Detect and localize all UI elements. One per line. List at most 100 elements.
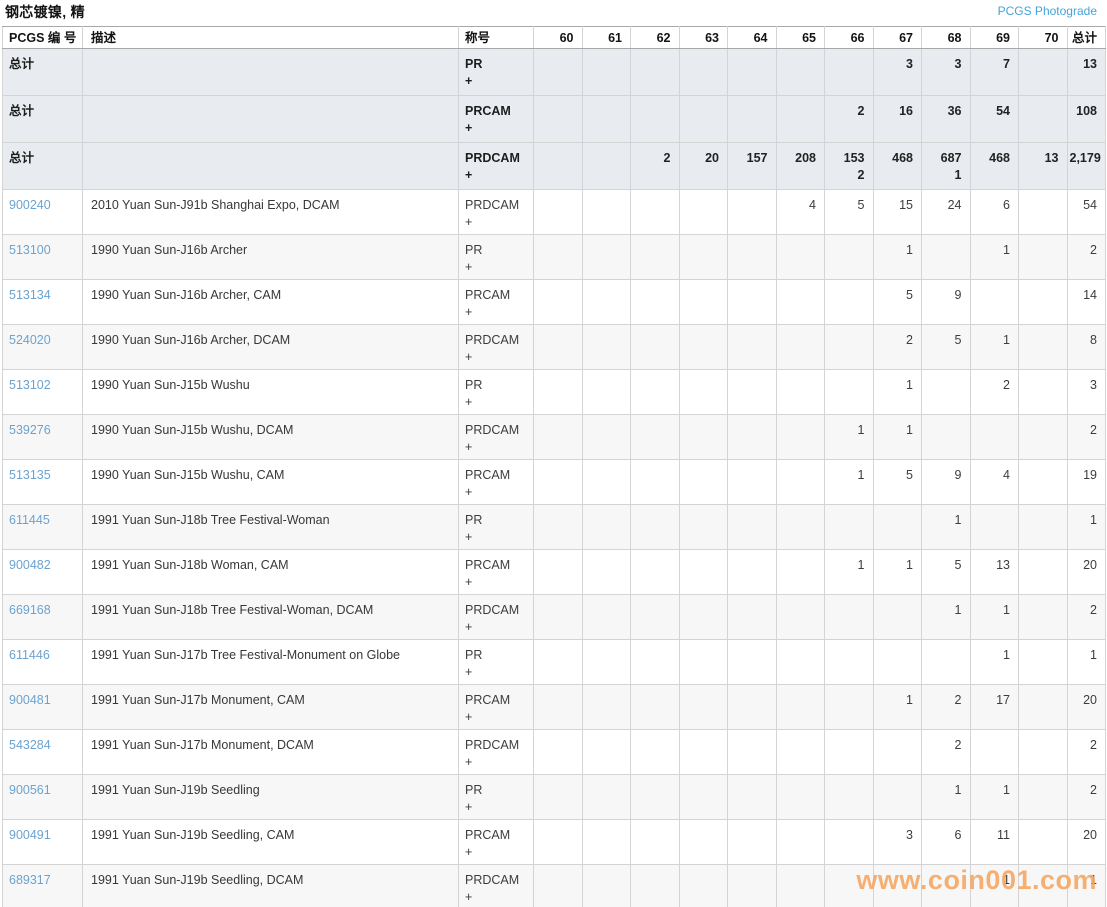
grade-69-cell: 6 bbox=[969, 189, 1019, 235]
designation-cell: PRCAM + bbox=[458, 459, 534, 505]
grade-65-cell bbox=[775, 819, 825, 865]
pcgs-number-link[interactable]: 900481 bbox=[9, 693, 51, 707]
grade-66-cell bbox=[824, 504, 874, 550]
description-cell: 1991 Yuan Sun-J17b Monument, DCAM bbox=[82, 729, 459, 775]
col-header-grade-65: 65 bbox=[775, 26, 825, 49]
grade-67-cell bbox=[872, 864, 922, 907]
designation-cell: PRCAM + bbox=[458, 819, 534, 865]
pcgs-number-link[interactable]: 513100 bbox=[9, 243, 51, 257]
grade-66-cell: 1 bbox=[824, 414, 874, 460]
pcgs-number-link[interactable]: 513102 bbox=[9, 378, 51, 392]
designation-cell: PRDCAM + bbox=[458, 594, 534, 640]
grade-61-cell bbox=[581, 504, 631, 550]
grade-68-cell: 2 bbox=[921, 729, 971, 775]
pcgs-number-link[interactable]: 611446 bbox=[9, 648, 50, 662]
photograde-link[interactable]: PCGS Photograde bbox=[997, 4, 1097, 18]
grade-70-cell bbox=[1018, 819, 1068, 865]
grade-69-cell bbox=[969, 729, 1019, 775]
pcgs-number-link[interactable]: 543284 bbox=[9, 738, 51, 752]
pcgs-number-link[interactable]: 611445 bbox=[9, 513, 50, 527]
designation-cell: PR + bbox=[458, 504, 534, 550]
coin-row: 513100 1990 Yuan Sun-J16b Archer PR + 1 1 2 bbox=[2, 234, 1106, 280]
grade-60-cell bbox=[533, 684, 583, 730]
grade-63-cell bbox=[678, 639, 728, 685]
grade-69-cell: 54 bbox=[969, 95, 1019, 143]
grade-61-cell bbox=[581, 234, 631, 280]
pcgs-number-link[interactable]: 513134 bbox=[9, 288, 51, 302]
pcgs-number-link[interactable]: 513135 bbox=[9, 468, 51, 482]
pcgs-number-link[interactable]: 900561 bbox=[9, 783, 51, 797]
grade-65-cell bbox=[775, 639, 825, 685]
grade-66-cell bbox=[824, 234, 874, 280]
grade-70-cell bbox=[1018, 459, 1068, 505]
grade-63-cell bbox=[678, 279, 728, 325]
grade-64-cell bbox=[727, 414, 777, 460]
designation-cell: PRCAM + bbox=[458, 95, 534, 143]
grade-62-cell bbox=[630, 684, 680, 730]
pcgs-number-link[interactable]: 900491 bbox=[9, 828, 51, 842]
grade-63-cell bbox=[678, 414, 728, 460]
grade-65-cell bbox=[775, 774, 825, 820]
pcgs-number-cell: 900491 bbox=[2, 819, 83, 865]
grade-70-cell bbox=[1018, 774, 1068, 820]
grade-68-cell: 9 bbox=[921, 279, 971, 325]
grade-67-cell: 5 bbox=[872, 279, 922, 325]
pcgs-number-link[interactable]: 669168 bbox=[9, 603, 51, 617]
pcgs-number-link[interactable]: 900482 bbox=[9, 558, 51, 572]
summary-row: 总计 PR + 3 3 7 13 bbox=[2, 48, 1106, 96]
grade-69-cell: 2 bbox=[969, 369, 1019, 415]
grade-69-cell: 17 bbox=[969, 684, 1019, 730]
grade-63-cell bbox=[678, 684, 728, 730]
grade-63-cell bbox=[678, 549, 728, 595]
pcgs-number-link[interactable]: 539276 bbox=[9, 423, 51, 437]
designation-cell: PRCAM + bbox=[458, 279, 534, 325]
grade-64-cell bbox=[727, 234, 777, 280]
grade-60-cell bbox=[533, 729, 583, 775]
grade-61-cell bbox=[581, 549, 631, 595]
grade-68-cell bbox=[921, 864, 971, 907]
grade-65-cell bbox=[775, 324, 825, 370]
row-total-label: 总计 bbox=[2, 48, 83, 96]
grade-69-cell: 7 bbox=[969, 48, 1019, 96]
col-header-grade-64: 64 bbox=[727, 26, 777, 49]
description-cell: 1991 Yuan Sun-J18b Tree Festival-Woman, … bbox=[82, 594, 459, 640]
grade-60-cell bbox=[533, 639, 583, 685]
total-cell: 54 bbox=[1066, 189, 1106, 235]
grade-63-cell bbox=[678, 774, 728, 820]
pcgs-number-link[interactable]: 689317 bbox=[9, 873, 51, 887]
description-cell: 2010 Yuan Sun-J91b Shanghai Expo, DCAM bbox=[82, 189, 459, 235]
total-cell: 8 bbox=[1066, 324, 1106, 370]
grade-66-cell bbox=[824, 594, 874, 640]
coin-row: 513135 1990 Yuan Sun-J15b Wushu, CAM PRCAM… bbox=[2, 459, 1106, 505]
grade-61-cell bbox=[581, 48, 631, 96]
grade-64-cell bbox=[727, 369, 777, 415]
grade-61-cell bbox=[581, 864, 631, 907]
description-cell: 1991 Yuan Sun-J18b Tree Festival-Woman bbox=[82, 504, 459, 550]
grade-70-cell bbox=[1018, 729, 1068, 775]
grade-64-cell bbox=[727, 639, 777, 685]
grade-70-cell bbox=[1018, 324, 1068, 370]
grade-63-cell bbox=[678, 324, 728, 370]
grade-65-cell bbox=[775, 729, 825, 775]
pcgs-number-link[interactable]: 900240 bbox=[9, 198, 51, 212]
row-total-label: 总计 bbox=[2, 95, 83, 143]
description-cell: 1991 Yuan Sun-J18b Woman, CAM bbox=[82, 549, 459, 595]
grade-67-cell bbox=[872, 639, 922, 685]
grade-65-cell: 4 bbox=[775, 189, 825, 235]
col-header-total: 总计 bbox=[1066, 26, 1106, 49]
pcgs-number-cell: 513134 bbox=[2, 279, 83, 325]
coin-row: 543284 1991 Yuan Sun-J17b Monument, DCAM P… bbox=[2, 729, 1106, 775]
total-cell: 19 bbox=[1066, 459, 1106, 505]
designation-cell: PRDCAM + bbox=[458, 414, 534, 460]
grade-67-cell: 16 bbox=[872, 95, 922, 143]
page-title: 钢芯镀镍, 精 bbox=[5, 4, 85, 20]
grade-70-cell bbox=[1018, 684, 1068, 730]
grade-60-cell bbox=[533, 234, 583, 280]
grade-66-cell: 1 bbox=[824, 549, 874, 595]
pcgs-number-link[interactable]: 524020 bbox=[9, 333, 51, 347]
total-cell: 2 bbox=[1066, 414, 1106, 460]
grade-64-cell bbox=[727, 729, 777, 775]
designation-cell: PRDCAM + bbox=[458, 324, 534, 370]
grade-60-cell bbox=[533, 414, 583, 460]
grade-61-cell bbox=[581, 414, 631, 460]
